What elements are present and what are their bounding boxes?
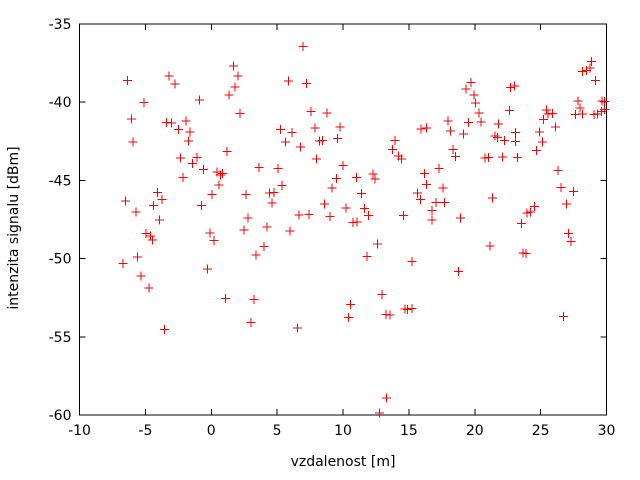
y-tick-label: -35 <box>49 17 72 33</box>
x-tick-label: 0 <box>207 423 216 439</box>
x-tick-label: 15 <box>400 423 418 439</box>
y-tick-label: -45 <box>49 173 72 189</box>
y-tick-label: -50 <box>49 252 72 268</box>
y-axis-label: intenzita signalu [dBm] <box>6 146 22 310</box>
data-points <box>118 42 609 418</box>
x-tick-label: 10 <box>334 423 352 439</box>
x-tick-label: -5 <box>138 423 152 439</box>
y-tick-label: -55 <box>49 330 72 346</box>
y-tick-label: -40 <box>49 95 72 111</box>
x-tick-label: -10 <box>68 423 91 439</box>
x-tick-label: 30 <box>598 423 616 439</box>
x-axis-label: vzdalenost [m] <box>290 454 396 470</box>
y-tick-label: -60 <box>49 408 72 424</box>
x-tick-label: 20 <box>466 423 484 439</box>
x-tick-label: 25 <box>532 423 550 439</box>
x-tick-label: 5 <box>273 423 282 439</box>
